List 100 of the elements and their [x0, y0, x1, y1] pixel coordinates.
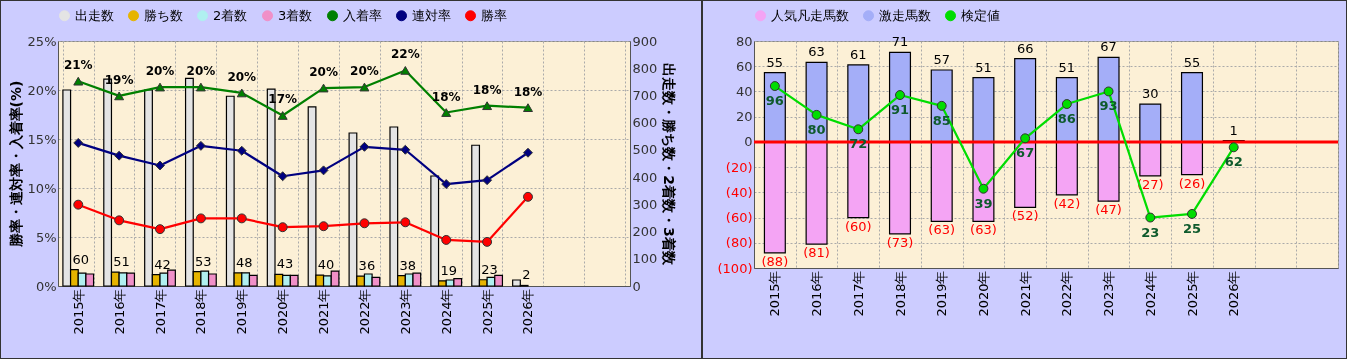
x-tick-label: 2020年: [975, 270, 991, 317]
y2-tick-label: 500: [632, 142, 658, 158]
y-tick-label: 15%: [27, 131, 57, 147]
data-label: 22%: [390, 47, 420, 62]
y2-tick-label: 0: [632, 278, 641, 294]
x-tick-label: 2015年: [767, 270, 783, 317]
legend-label: 2着数: [213, 7, 248, 23]
data-label: (52): [1011, 208, 1039, 224]
data-label: 43: [276, 256, 294, 272]
x-tick-label: 2015年: [70, 288, 86, 335]
y-tick-label: 25%: [27, 33, 57, 49]
x-tick-label: 2024年: [1142, 270, 1158, 317]
y-tick-label: 60: [735, 58, 753, 74]
legend-label: 激走馬数: [879, 7, 931, 23]
data-label: 62: [1224, 154, 1243, 170]
data-label: 42: [154, 256, 171, 272]
data-label: 51: [975, 59, 992, 75]
x-tick-label: 2016年: [809, 270, 825, 317]
data-label: 51: [1058, 59, 1076, 75]
y2-tick-label: 600: [632, 115, 658, 131]
y-tick-label: 80: [735, 33, 753, 49]
x-tick-label: 2023年: [397, 288, 413, 335]
data-label: (26): [1178, 175, 1206, 191]
y2-tick-label: 900: [632, 33, 658, 49]
x-tick-label: 2017年: [152, 288, 168, 335]
x-tick-label: 2024年: [438, 288, 454, 335]
data-label: 96: [765, 93, 784, 109]
data-label: (42): [1053, 195, 1081, 211]
data-label: 55: [1183, 54, 1201, 70]
data-label: 19: [440, 262, 457, 278]
data-label: 39: [974, 195, 993, 211]
x-tick-label: 2021年: [316, 288, 332, 335]
data-label: (63): [970, 222, 997, 238]
data-label: 51: [113, 254, 130, 270]
y-axis-title: 勝率・連対率・入着率(%): [7, 80, 24, 249]
data-label: 23: [481, 261, 498, 277]
data-label: 53: [195, 253, 212, 269]
data-label: (60): [844, 218, 872, 234]
data-label: 30: [1142, 86, 1159, 102]
y-tick-label: 5%: [35, 229, 57, 245]
y-tick-label: (20): [725, 159, 753, 175]
data-label: 67: [1016, 145, 1035, 161]
data-label: 80: [807, 121, 826, 137]
data-label: (81): [803, 245, 830, 261]
data-label: 66: [1016, 40, 1034, 56]
legend-label: 勝ち数: [144, 7, 183, 23]
data-label: (88): [761, 253, 789, 269]
x-tick-label: 2020年: [275, 288, 291, 335]
y-tick-label: 10%: [27, 180, 57, 196]
y-tick-label: (40): [725, 184, 753, 200]
data-label: 20%: [309, 65, 338, 80]
y-tick-label: 40: [735, 83, 753, 99]
legend-label: 連対率: [412, 7, 451, 23]
data-label: 20%: [145, 64, 175, 79]
y-tick-label: (80): [725, 235, 753, 251]
data-label: 20%: [186, 64, 216, 79]
y-tick-label: 0: [744, 134, 753, 150]
data-label: (73): [886, 234, 914, 250]
y-tick-label: 20: [735, 109, 753, 125]
data-label: 86: [1057, 111, 1076, 127]
x-tick-label: 2026年: [520, 288, 536, 335]
y-tick-label: (60): [725, 210, 753, 226]
x-tick-label: 2018年: [892, 270, 908, 317]
legend-label: 人気凡走馬数: [771, 7, 849, 23]
x-tick-label: 2025年: [1184, 270, 1200, 317]
data-label: 1: [1229, 122, 1238, 138]
y2-tick-label: 800: [632, 60, 658, 76]
legend-label: 検定値: [961, 7, 1000, 23]
legend-label: 入着率: [343, 7, 382, 23]
data-label: 40: [317, 257, 335, 273]
legend-label: 3着数: [278, 7, 313, 23]
data-label: 71: [891, 34, 909, 50]
data-label: 61: [850, 46, 867, 62]
data-label: 91: [890, 102, 910, 118]
x-tick-label: 2023年: [1101, 270, 1117, 317]
x-tick-label: 2026年: [1226, 270, 1242, 317]
y2-tick-label: 200: [632, 224, 658, 240]
x-tick-label: 2019年: [934, 270, 950, 317]
data-label: 67: [1100, 39, 1117, 55]
x-tick-label: 2022年: [1059, 270, 1075, 317]
y2-axis-title: 出走数・勝ち数・2着数・3着数: [661, 63, 678, 266]
y2-tick-label: 100: [632, 251, 658, 267]
data-label: 48: [235, 254, 253, 270]
x-tick-label: 2025年: [479, 288, 495, 335]
y2-tick-label: 700: [632, 87, 658, 103]
data-label: 63: [808, 44, 825, 60]
data-label: 21%: [63, 58, 93, 73]
data-label: 57: [933, 52, 950, 68]
y-tick-label: 0%: [35, 278, 57, 294]
x-tick-label: 2021年: [1017, 270, 1033, 317]
data-label: 19%: [104, 72, 134, 87]
data-label: 20%: [227, 69, 257, 84]
x-tick-label: 2022年: [356, 288, 372, 335]
data-label: 18%: [513, 84, 543, 99]
data-label: 60: [72, 251, 89, 267]
y2-tick-label: 400: [632, 169, 658, 185]
data-label: 2: [522, 267, 531, 283]
x-tick-label: 2017年: [850, 270, 866, 317]
data-label: (63): [928, 222, 956, 238]
y-tick-label: 20%: [27, 82, 57, 98]
